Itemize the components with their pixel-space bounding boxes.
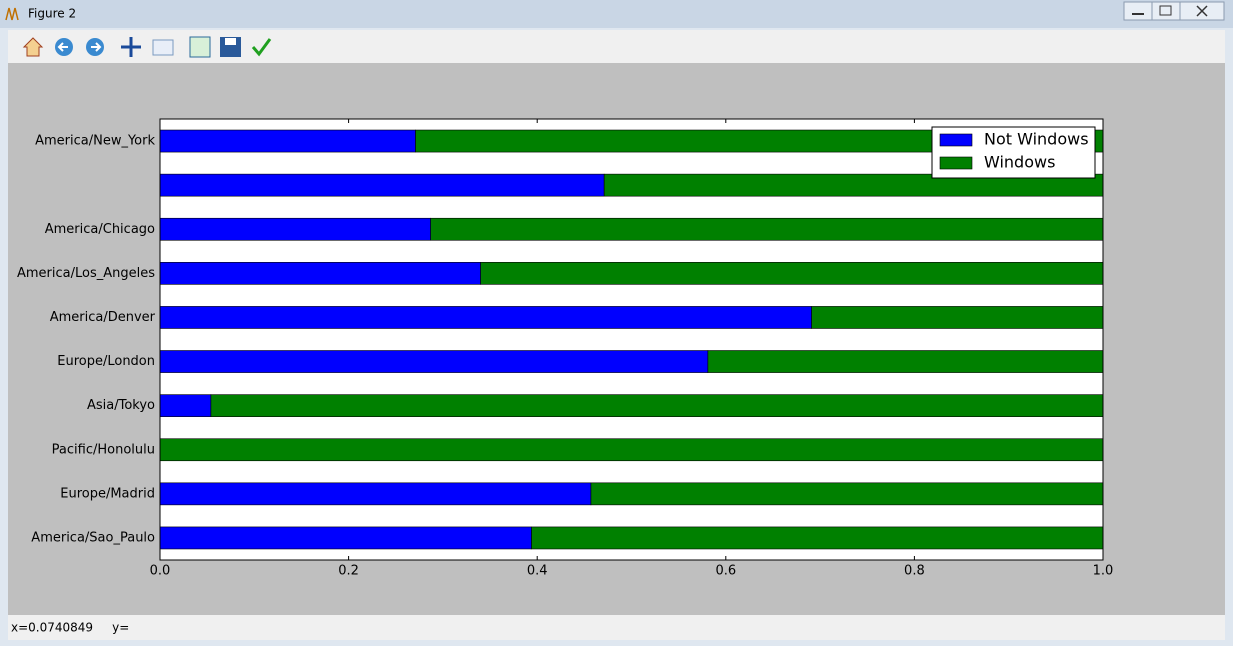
toolbar <box>8 30 1225 63</box>
window-title: Figure 2 <box>28 7 76 21</box>
axes-frame <box>159 118 1104 561</box>
y-tick-label: America/Los_Angeles <box>17 266 155 281</box>
x-tick-label: 0.6 <box>715 564 736 579</box>
bar <box>159 350 709 373</box>
y-tick-label: Asia/Tokyo <box>87 398 155 413</box>
bar <box>590 482 1104 506</box>
legend-swatch <box>939 133 973 147</box>
app-icon <box>5 7 19 21</box>
x-tick-label: 0.8 <box>904 564 925 579</box>
x-tick-label: 1.0 <box>1093 564 1114 579</box>
x-tick-label: 0.2 <box>338 564 359 579</box>
bar <box>159 394 212 417</box>
zoom-button[interactable] <box>152 39 174 56</box>
y-tick-label: Europe/Madrid <box>60 486 155 501</box>
plot: America/New_York America/Chicago America/L… <box>17 118 1114 579</box>
close-icon <box>1196 5 1208 17</box>
bar <box>159 173 605 197</box>
x-tick-label: 0.0 <box>150 564 171 579</box>
subplots-button[interactable] <box>189 36 211 58</box>
legend-label: Not Windows <box>984 130 1089 149</box>
legend-swatch <box>939 156 973 170</box>
bar <box>159 262 481 285</box>
bar <box>159 482 592 506</box>
bar <box>159 526 532 550</box>
title-bar <box>0 0 1233 28</box>
edit-button[interactable] <box>251 38 272 57</box>
y-tick-label: America/Chicago <box>45 222 155 237</box>
y-tick-label: America/New_York <box>35 134 155 149</box>
maximize-button[interactable] <box>1151 1 1181 21</box>
y-tick-label: America/Sao_Paulo <box>31 530 155 545</box>
minimize-button[interactable] <box>1123 1 1153 21</box>
bar <box>159 306 812 329</box>
bar <box>210 394 1104 417</box>
bar <box>159 438 1104 462</box>
maximize-icon <box>1159 5 1172 16</box>
bar <box>430 217 1104 241</box>
home-button[interactable] <box>22 37 44 57</box>
y-tick-label: America/Denver <box>50 310 156 325</box>
bar <box>811 306 1104 329</box>
toolbar-icons <box>22 36 272 58</box>
x-tick-label: 0.4 <box>527 564 548 579</box>
back-icon <box>57 42 68 52</box>
bar <box>531 526 1104 550</box>
bar <box>480 262 1104 285</box>
bar <box>159 217 431 241</box>
bar <box>707 350 1104 373</box>
bar <box>159 129 416 153</box>
y-tick-label: Europe/London <box>57 354 155 369</box>
save-icon <box>225 38 236 45</box>
forward-icon <box>91 42 102 52</box>
status-bar <box>8 615 1225 640</box>
y-tick-label: Pacific/Honolulu <box>52 442 155 457</box>
legend-label: Windows <box>984 153 1055 172</box>
pan-button[interactable] <box>121 37 141 57</box>
status-text: x=0.0740849 y= <box>11 621 129 635</box>
